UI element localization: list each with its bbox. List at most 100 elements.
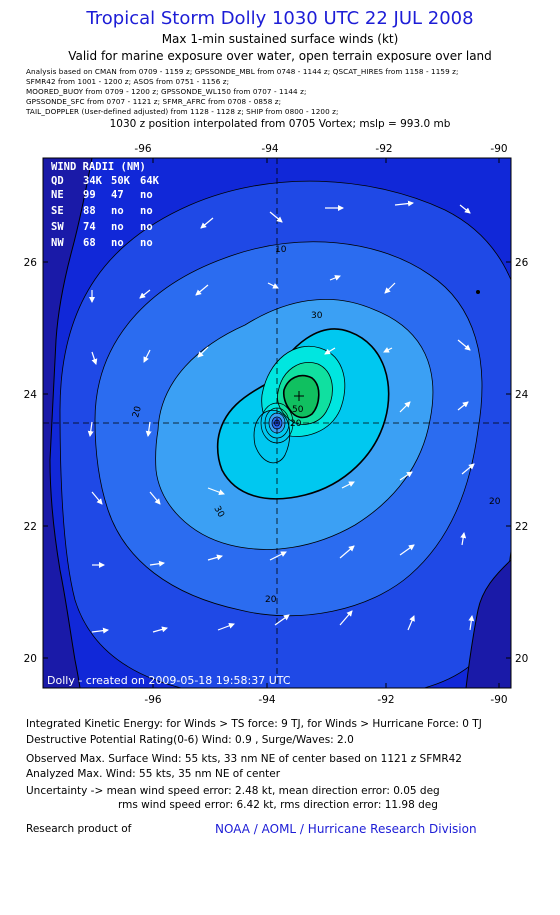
contour-label: 20 bbox=[489, 497, 501, 507]
wind-radii-value: 68 bbox=[83, 237, 96, 249]
wind-vector-arrow bbox=[149, 560, 165, 567]
lat-tick-label: 22 bbox=[515, 521, 528, 533]
position-line: 1030 z position interpolated from 0705 V… bbox=[109, 118, 451, 130]
lat-tick-label: 22 bbox=[24, 521, 37, 533]
wind-vector-arrow bbox=[139, 289, 151, 299]
wind-radii-value: no bbox=[140, 189, 153, 201]
lon-tick-label: -96 bbox=[144, 694, 161, 706]
wind-vector-arrow bbox=[399, 544, 415, 556]
wind-radii-value: no bbox=[111, 205, 124, 217]
wind-radii-value: no bbox=[140, 237, 153, 249]
wind-radii-quadrant: SE bbox=[51, 205, 64, 217]
wind-vector-arrow bbox=[460, 532, 467, 546]
map-credit: Dolly - created on 2009-05-18 19:58:37 U… bbox=[47, 674, 291, 687]
wind-vector-arrow bbox=[267, 282, 279, 289]
wind-vector-arrow bbox=[407, 615, 415, 631]
axis-ticks bbox=[43, 158, 511, 688]
ike-line: Integrated Kinetic Energy: for Winds > T… bbox=[26, 718, 482, 730]
wind-vector-arrow bbox=[383, 347, 393, 353]
wind-vector-arrow bbox=[269, 551, 287, 561]
max-wind-marker bbox=[294, 391, 304, 401]
wind-vector-arrow bbox=[269, 211, 283, 223]
contour-label: 20 bbox=[265, 595, 277, 605]
wind-vector-arrow bbox=[339, 610, 353, 626]
wind-radii-value: no bbox=[111, 237, 124, 249]
contour-label: 20 bbox=[290, 419, 302, 429]
analysis-line: GPSSONDE_SFC from 0707 - 1121 z; SFMR_AF… bbox=[26, 97, 282, 106]
wind-radii-header: 64K bbox=[140, 175, 160, 187]
wind-vector-arrow bbox=[195, 284, 209, 296]
wind-vector-arrow bbox=[143, 349, 151, 363]
lon-tick-label: -96 bbox=[134, 143, 151, 155]
wind-radii-value: 88 bbox=[83, 205, 96, 217]
wind-radii-header: 34K bbox=[83, 175, 103, 187]
land-yucatan bbox=[465, 559, 511, 688]
island-marker bbox=[476, 290, 480, 294]
analysis-line: SFMR42 from 1001 - 1200 z; ASOS from 075… bbox=[26, 77, 230, 86]
research-label: Research product of bbox=[26, 823, 132, 835]
wind-radii-header: QD bbox=[51, 175, 64, 187]
contour-max-core bbox=[282, 374, 320, 419]
lon-tick-label: -92 bbox=[375, 143, 392, 155]
lat-tick-label: 20 bbox=[24, 653, 37, 665]
wind-radii-header: 50K bbox=[111, 175, 131, 187]
org-credit: NOAA / AOML / Hurricane Research Divisio… bbox=[215, 822, 477, 836]
analyzed-wind-line: Analyzed Max. Wind: 55 kts, 35 nm NE of … bbox=[26, 768, 281, 780]
wind-vector-arrow bbox=[461, 463, 475, 475]
wind-radii-value: no bbox=[140, 221, 153, 233]
wind-vector-arrow bbox=[91, 627, 109, 634]
wind-vector-arrow bbox=[91, 351, 98, 365]
wind-radii-quadrant: NE bbox=[51, 189, 64, 201]
wind-vector-arrow bbox=[457, 401, 469, 411]
wind-radii-quadrant: NW bbox=[51, 237, 64, 249]
wind-vector-arrow bbox=[152, 626, 168, 633]
lon-axis-top: -96 -94 -92 -90 bbox=[134, 143, 507, 155]
map-frame bbox=[42, 157, 512, 689]
wind-vector-arrow bbox=[87, 421, 94, 437]
wind-vector-arrow bbox=[339, 545, 355, 559]
wind-radii-value: 47 bbox=[111, 189, 124, 201]
wind-vector-arrow bbox=[457, 339, 471, 351]
wind-vector-arrow bbox=[200, 217, 214, 229]
wind-vector-arrow bbox=[274, 614, 290, 626]
map-title: Tropical Storm Dolly 1030 UTC 22 JUL 200… bbox=[86, 8, 474, 29]
wind-vector-arrow bbox=[399, 401, 411, 413]
lat-tick-label: 26 bbox=[515, 257, 529, 269]
contour-label: 50 bbox=[292, 405, 304, 415]
contour-label: 30 bbox=[311, 311, 323, 321]
wind-vector-arrow bbox=[91, 491, 103, 505]
observed-wind-line: Observed Max. Surface Wind: 55 kts, 33 n… bbox=[26, 753, 462, 765]
wind-vector-arrow bbox=[384, 282, 396, 294]
wind-vector-arrow bbox=[459, 204, 471, 214]
contour-label: 20 bbox=[131, 405, 144, 419]
uncertainty-line: Uncertainty -> mean wind speed error: 2.… bbox=[26, 785, 440, 797]
wind-field: 10 30 20 30 50 20 20 20 bbox=[43, 158, 511, 688]
analysis-line: TAIL_DOPPLER (User-defined adjusted) fro… bbox=[26, 107, 339, 116]
wind-vector-arrow bbox=[329, 275, 341, 281]
wind-vector-arrow bbox=[394, 200, 414, 207]
wind-radii-value: no bbox=[140, 205, 153, 217]
wind-radii-title: WIND RADII (NM) bbox=[51, 161, 146, 173]
lon-axis-bottom: -96 -94 -92 -90 bbox=[144, 694, 507, 706]
lon-tick-label: -90 bbox=[490, 694, 507, 706]
wind-vector-arrow bbox=[341, 481, 355, 489]
lon-tick-label: -94 bbox=[261, 143, 278, 155]
contour-label: 10 bbox=[275, 245, 287, 255]
lat-axis-left: 26 24 22 20 bbox=[24, 257, 38, 665]
wind-vector-arrow bbox=[197, 346, 209, 358]
wind-radii-value: no bbox=[111, 221, 124, 233]
wind-radii-quadrant: SW bbox=[51, 221, 64, 233]
analysis-line: Analysis based on CMAN from 0709 - 1159 … bbox=[26, 67, 459, 76]
wind-vectors bbox=[87, 200, 475, 634]
wind-radii-table: WIND RADII (NM) QD 34K 50K 64K NE 99 47 … bbox=[51, 161, 160, 249]
wind-radii-value: 74 bbox=[83, 221, 96, 233]
map-subtitle-exposure: Valid for marine exposure over water, op… bbox=[68, 49, 492, 63]
wind-vector-arrow bbox=[399, 471, 413, 481]
lat-tick-label: 24 bbox=[24, 389, 38, 401]
uncertainty-rms-line: rms wind speed error: 6.42 kt, rms direc… bbox=[118, 799, 438, 811]
dpr-line: Destructive Potential Rating(0-6) Wind: … bbox=[26, 734, 354, 746]
map-subtitle-units: Max 1-min sustained surface winds (kt) bbox=[161, 32, 399, 46]
lat-tick-label: 24 bbox=[515, 389, 529, 401]
wind-vector-arrow bbox=[149, 491, 161, 505]
